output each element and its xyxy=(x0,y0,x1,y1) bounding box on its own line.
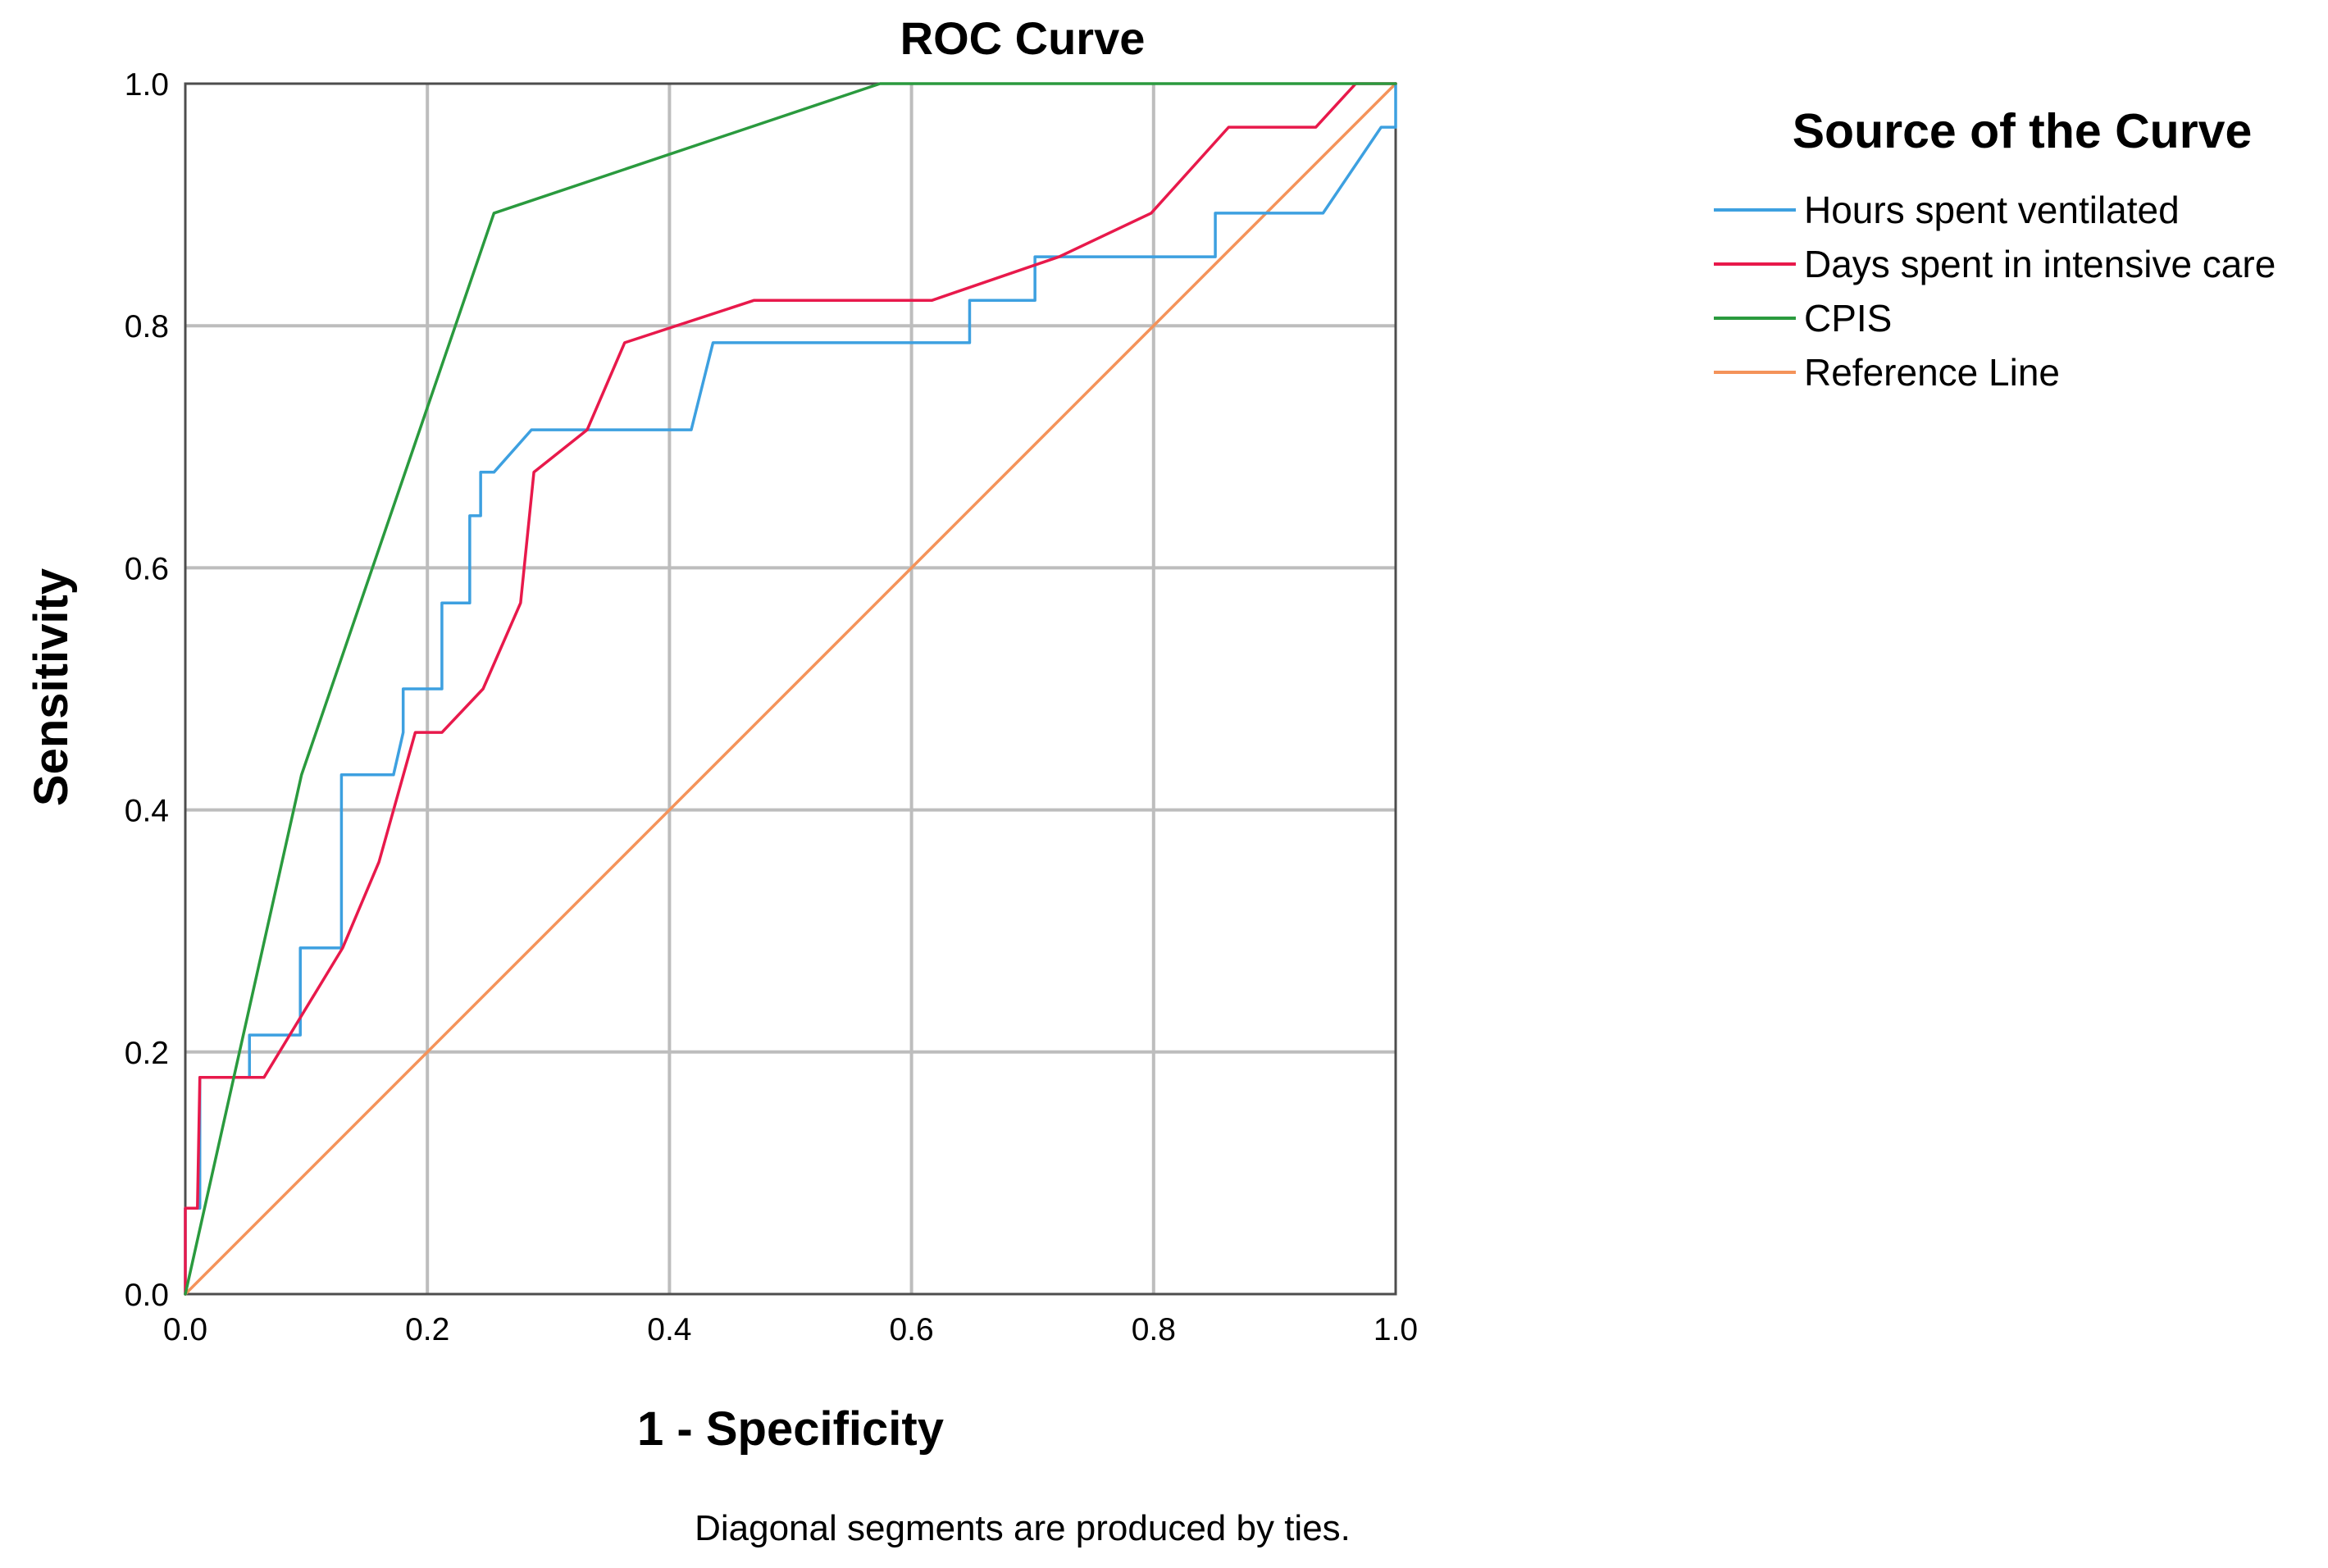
x-tick-label: 0.0 xyxy=(163,1312,207,1347)
series-layer xyxy=(184,82,1397,1296)
legend-label-hours-spent-ventilated: Hours spent ventilated xyxy=(1804,189,2180,231)
x-tick-label: 1.0 xyxy=(1374,1312,1418,1347)
x-tick-label: 0.4 xyxy=(647,1312,691,1347)
legend: Source of the Curve Hours spent ventilat… xyxy=(1714,104,2276,394)
chart-title: ROC Curve xyxy=(900,12,1146,64)
x-tick-label: 0.6 xyxy=(889,1312,933,1347)
legend-label-days-spent-in-intensive-care: Days spent in intensive care xyxy=(1804,243,2276,285)
y-axis-title: Sensitivity xyxy=(25,568,78,806)
footnote-text: Diagonal segments are produced by ties. xyxy=(695,1508,1351,1548)
series-line-hours-spent-ventilated xyxy=(184,82,1397,1296)
y-tick-label: 0.8 xyxy=(125,309,169,344)
legend-label-reference-line: Reference Line xyxy=(1804,351,2060,394)
x-axis-title: 1 - Specificity xyxy=(637,1402,944,1456)
y-tick-label: 0.2 xyxy=(125,1036,169,1071)
y-tick-label: 0.4 xyxy=(125,794,169,829)
series-line-cpis xyxy=(184,82,1397,1296)
grid-layer xyxy=(185,84,1396,1294)
series-line-reference-line xyxy=(184,82,1397,1296)
plot-area-frame xyxy=(184,82,1397,1296)
tick-labels: 0.0 0.2 0.4 0.6 0.8 1.0 0.0 0.2 0.4 0.6 0.8 1.0 xyxy=(125,67,1418,1347)
y-tick-label: 0.6 xyxy=(125,551,169,586)
x-tick-label: 0.2 xyxy=(405,1312,449,1347)
legend-title: Source of the Curve xyxy=(1793,104,2253,158)
legend-items: Hours spent ventilated Days spent in inte… xyxy=(1714,189,2276,394)
series-line-days-spent-in-intensive-care xyxy=(184,82,1397,1296)
y-tick-label: 1.0 xyxy=(125,67,169,103)
y-tick-label: 0.0 xyxy=(125,1278,169,1313)
legend-label-cpis: CPIS xyxy=(1804,297,1892,340)
x-tick-label: 0.8 xyxy=(1132,1312,1176,1347)
